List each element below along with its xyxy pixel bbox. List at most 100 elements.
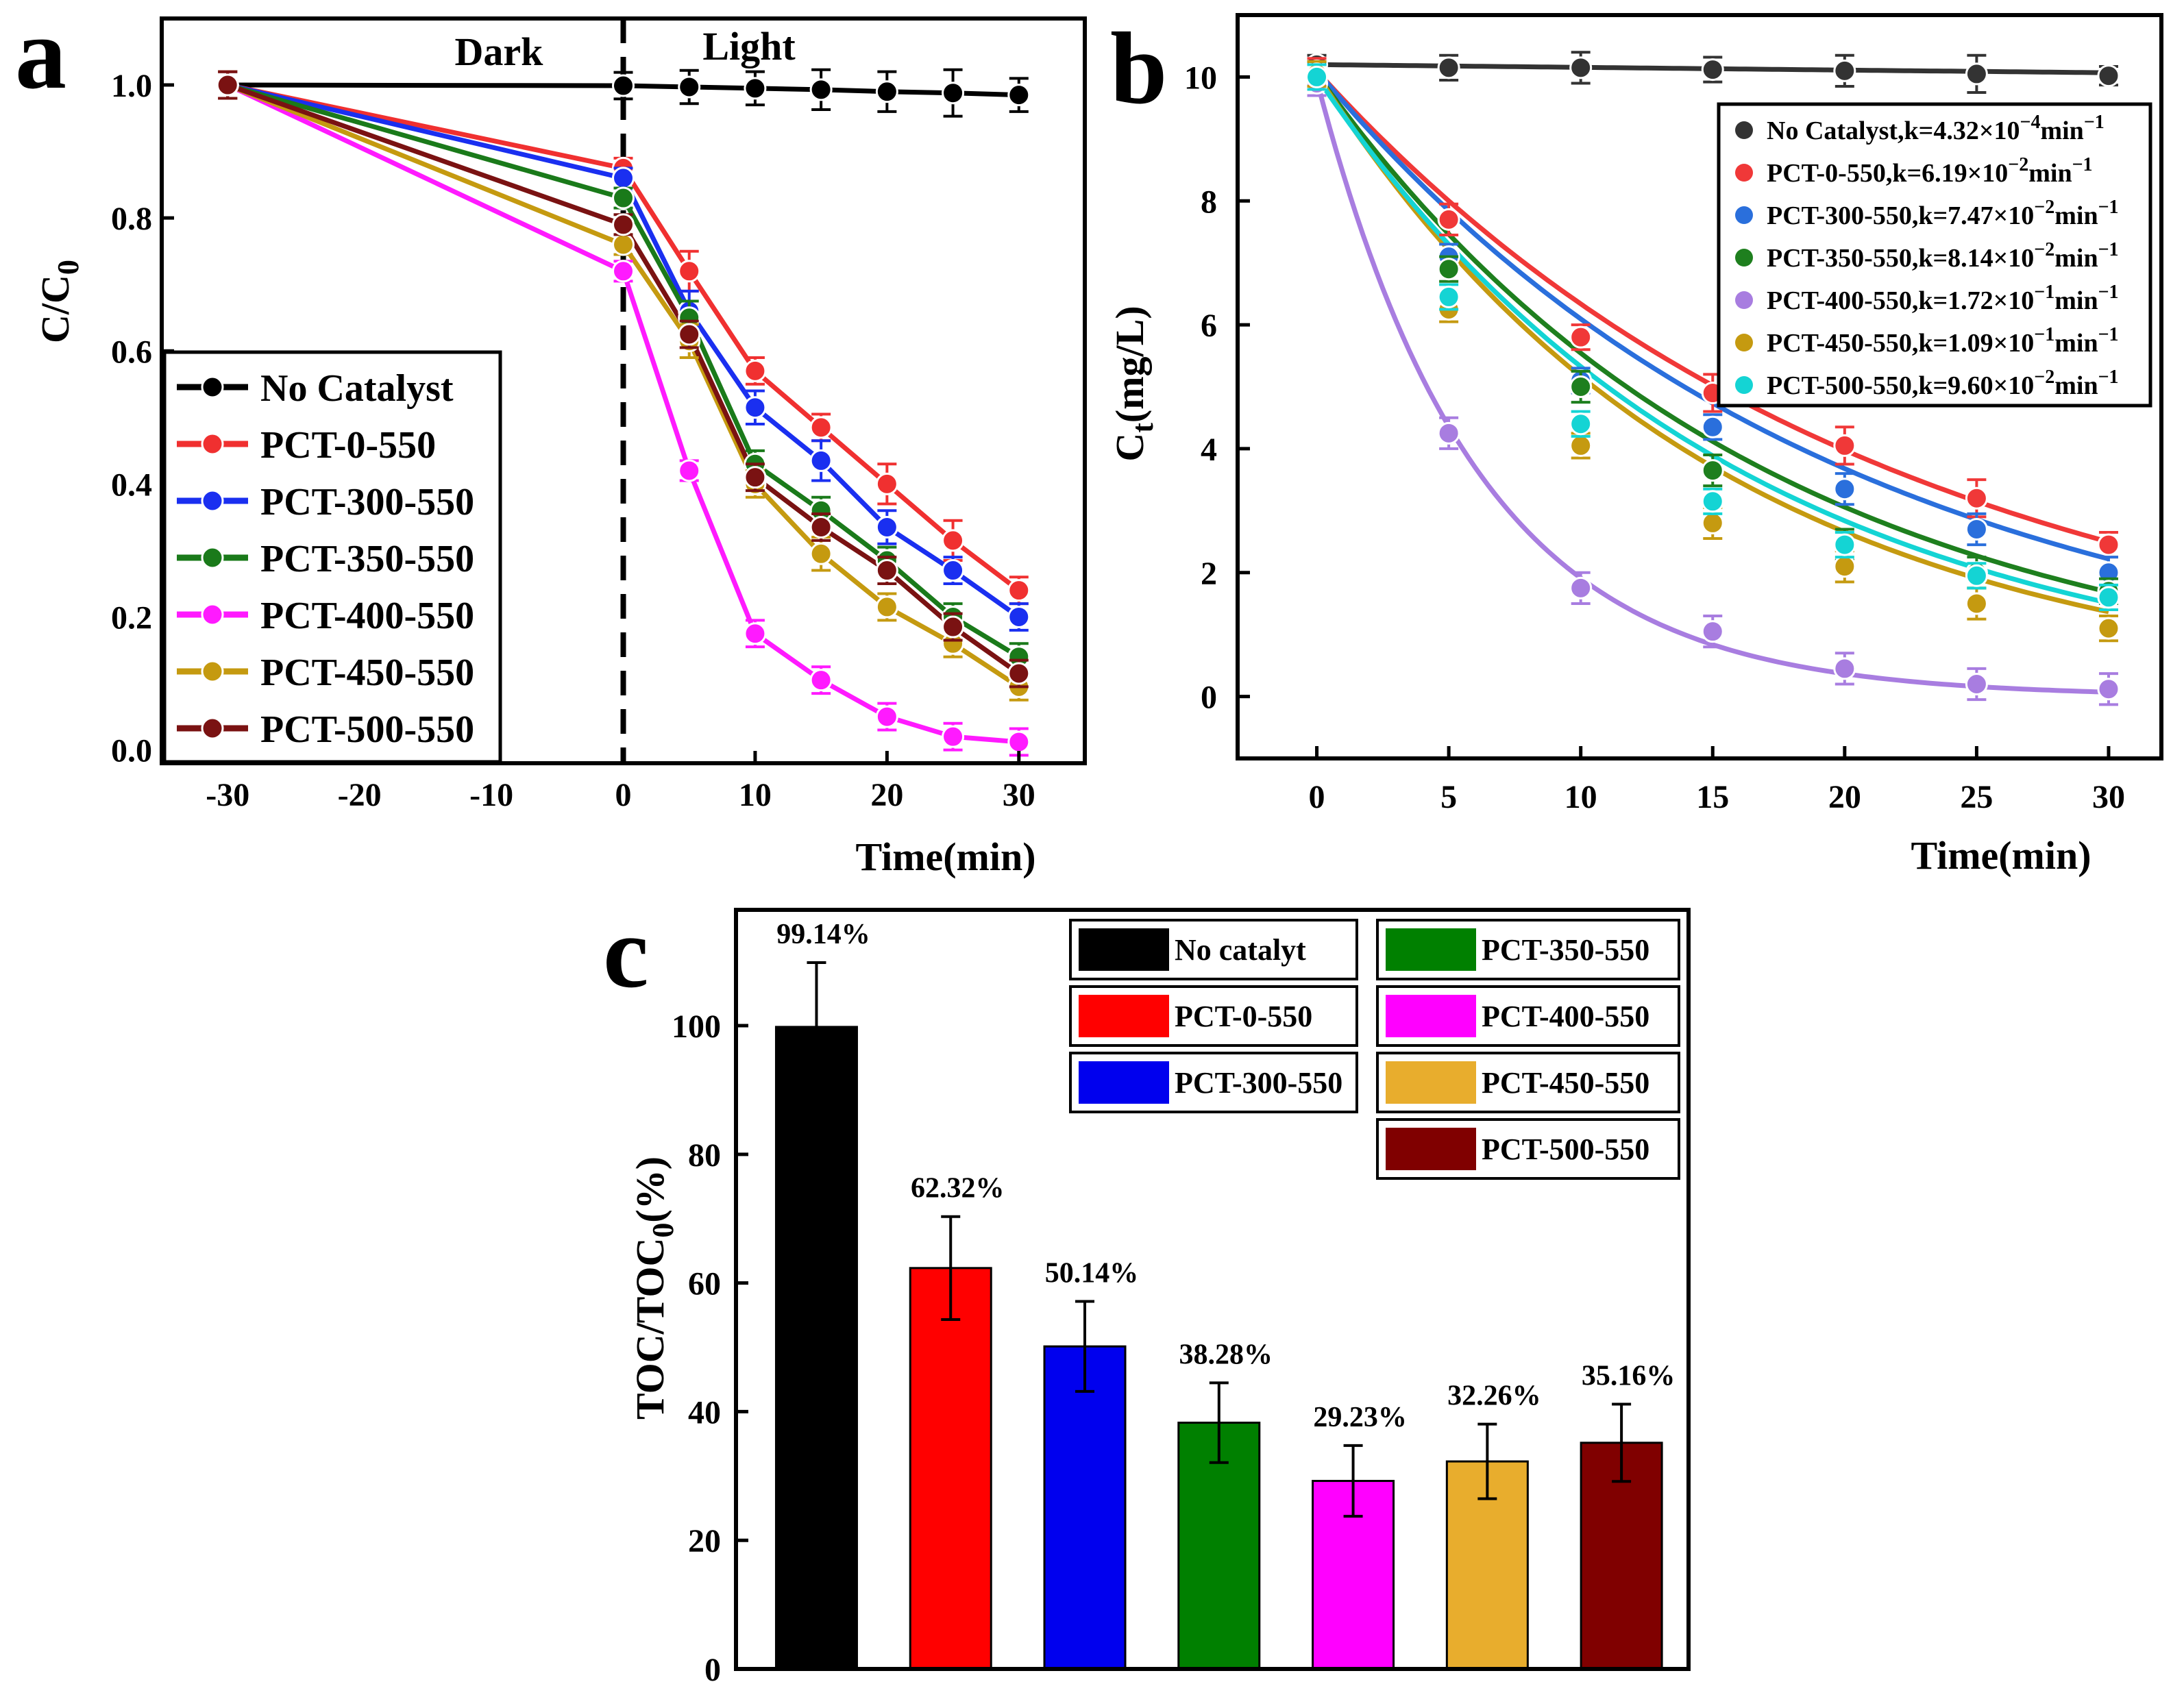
- panel-b-legend-marker: [1735, 206, 1753, 224]
- panel-c-legend-label: PCT-350-550: [1482, 933, 1649, 967]
- panel-c-axes: 0 20 40 60 80 100: [672, 1009, 748, 1688]
- panel-c-legend-label: No catalyt: [1175, 933, 1306, 967]
- panel-b-legend-marker: [1735, 376, 1753, 394]
- panel-a-data-point: [744, 77, 767, 100]
- panel-a-legend-label: PCT-400-550: [260, 595, 474, 637]
- panel-a-legend-label: PCT-0-550: [260, 424, 436, 467]
- panel-a-series-line: [227, 82, 1020, 593]
- panel-b-data-point: [1701, 459, 1724, 482]
- panel-a-legend-marker: [201, 660, 224, 683]
- panel-a-y-tick-label: 0.0: [111, 733, 152, 769]
- panel-a-data-point: [1007, 730, 1031, 754]
- panel-c-legend-swatch: [1386, 995, 1476, 1037]
- panel-b-legend-marker: [1735, 334, 1753, 351]
- panel-a-data-point: [612, 260, 635, 283]
- panel-a-data-point: [942, 615, 965, 639]
- panel-a-annotation-light: Light: [702, 24, 796, 69]
- panel-a-data-point: [678, 260, 701, 283]
- panel-b-legend-label-unit: min: [2028, 159, 2072, 188]
- panel-c-value-label: 50.14%: [1045, 1257, 1139, 1289]
- panel-a-legend-marker: [201, 432, 224, 456]
- panel-b-plot-area: [1305, 51, 2120, 706]
- panel-b-legend-label-main: PCT-400-550,k=1.72×10: [1767, 286, 2034, 315]
- panel-a-data-point: [744, 359, 767, 382]
- panel-a-data-point: [875, 705, 898, 728]
- panel-a-legend-label: PCT-350-550: [260, 538, 474, 580]
- panel-c-legend-label: PCT-400-550: [1482, 1000, 1649, 1033]
- panel-c-y-axis-title-tail: (%): [628, 1156, 672, 1223]
- panel-c-bar: [909, 1267, 992, 1670]
- panel-a-plot-area: [216, 18, 1031, 763]
- panel-a-data-point: [744, 396, 767, 419]
- panel-a-chart: -30 -20 -10 0 10 20 300.00.20.40.60.81.0 Dark …: [33, 16, 1087, 879]
- panel-a-x-axis-title: Time(min): [855, 834, 1035, 879]
- panel-a-x-tick-label: -30: [206, 777, 249, 813]
- panel-b-legend-label: PCT-500-550,k=9.60×10−2min−1: [1767, 367, 2119, 400]
- panel-c-legend-label: PCT-0-550: [1175, 1000, 1312, 1033]
- panel-b-legend-label: No Catalyst,k=4.32×10−4min−1: [1767, 112, 2105, 145]
- panel-a-y-tick-label: 0.4: [111, 467, 152, 503]
- panel-b-data-point: [1437, 421, 1460, 445]
- panel-b-chart: 0 5 10 15 20 25 30 0 2 4 6 8 10 Time(min) Ct(mg/L) N…: [1107, 13, 2163, 878]
- panel-b-y-tick-label: 6: [1201, 308, 1217, 344]
- panel-b-data-point: [1437, 56, 1460, 79]
- panel-a-data-point: [875, 515, 898, 539]
- panel-a-x-tick-label: 0: [615, 777, 632, 813]
- panel-a-series-line: [226, 82, 1020, 689]
- panel-a-series-line: [226, 82, 1020, 745]
- panel-a-y-tick-label: 0.2: [111, 599, 152, 636]
- panel-b-legend-label-exp: −4: [2020, 112, 2040, 133]
- panel-b-y-axis-title: Ct(mg/L): [1107, 306, 1160, 461]
- panel-b-data-point: [1437, 285, 1460, 308]
- panel-a-data-point: [216, 73, 239, 97]
- panel-c-y-tick-label: 80: [688, 1137, 721, 1174]
- panel-b-x-tick-label: 20: [1828, 779, 1861, 815]
- panel-b-x-tick-label: 30: [2092, 779, 2125, 815]
- panel-a-data-point: [612, 213, 635, 236]
- panel-b-x-tick-label: 5: [1440, 779, 1457, 815]
- panel-a-data-point: [612, 166, 635, 190]
- panel-b-legend-label-unit: min: [2054, 286, 2098, 315]
- panel-b-legend-label-unit: min: [2054, 244, 2098, 273]
- panel-b-legend-label-exp: −1: [2034, 282, 2054, 303]
- panel-b-data-point: [2097, 617, 2120, 640]
- panel-b-legend-label-unit-exp: −1: [2098, 239, 2119, 260]
- panel-b-data-point: [1965, 592, 1988, 615]
- panel-b-data-point: [1569, 412, 1593, 436]
- panel-a-data-point: [942, 529, 965, 552]
- panel-b-data-point: [1965, 564, 1988, 587]
- panel-a-legend: No Catalyst PCT-0-550 PCT-300-550 PCT-350-5…: [162, 350, 502, 764]
- panel-b-y-axis-title-tail: (mg/L): [1107, 306, 1152, 423]
- panel-a-legend-marker: [201, 489, 224, 512]
- panel-b-legend-label-main: PCT-300-550,k=7.47×10: [1767, 201, 2034, 230]
- panel-c-value-label: 35.16%: [1582, 1361, 1676, 1392]
- panel-c-y-tick-label: 40: [688, 1394, 721, 1431]
- panel-a-x-tick-label: 30: [1003, 777, 1035, 813]
- panel-b-legend-label-unit-exp: −1: [2098, 367, 2119, 388]
- panel-a-axes: -30 -20 -10 0 10 20 30 0.0 0.2 0.4 0.6 0.8 1.0: [111, 68, 1035, 813]
- panel-a-data-point: [1007, 84, 1031, 107]
- panel-a-data-point: [744, 466, 767, 489]
- panel-b-data-point: [1833, 657, 1856, 680]
- panel-b-y-tick-label: 2: [1201, 556, 1217, 592]
- panel-b-legend-label-unit-exp: −1: [2072, 154, 2093, 175]
- panel-c-y-axis-title: TOC/TOC0(%): [628, 1156, 680, 1420]
- panel-b-data-point: [2097, 64, 2120, 88]
- panel-b-y-tick-label: 10: [1184, 60, 1217, 96]
- panel-a-data-point: [942, 725, 965, 748]
- panel-a-data-point: [875, 595, 898, 619]
- panel-a-legend-marker: [201, 717, 224, 740]
- panel-c-value-label: 62.32%: [911, 1173, 1005, 1204]
- panel-b-legend-label-exp: −1: [2034, 324, 2054, 345]
- panel-b-data-point: [1437, 258, 1460, 281]
- panel-b-y-tick-label: 4: [1201, 432, 1217, 468]
- panel-c-y-tick-label: 0: [704, 1652, 721, 1688]
- panel-b-legend-frame: [1717, 102, 2152, 408]
- panel-label-b: b: [1110, 12, 1167, 125]
- panel-c-y-tick-label: 20: [688, 1523, 721, 1559]
- panel-c-legend-label: PCT-450-550: [1482, 1066, 1649, 1100]
- panel-b-data-point: [1305, 65, 1329, 88]
- panel-a-data-point: [875, 559, 898, 582]
- panel-a-legend-marker: [201, 603, 224, 626]
